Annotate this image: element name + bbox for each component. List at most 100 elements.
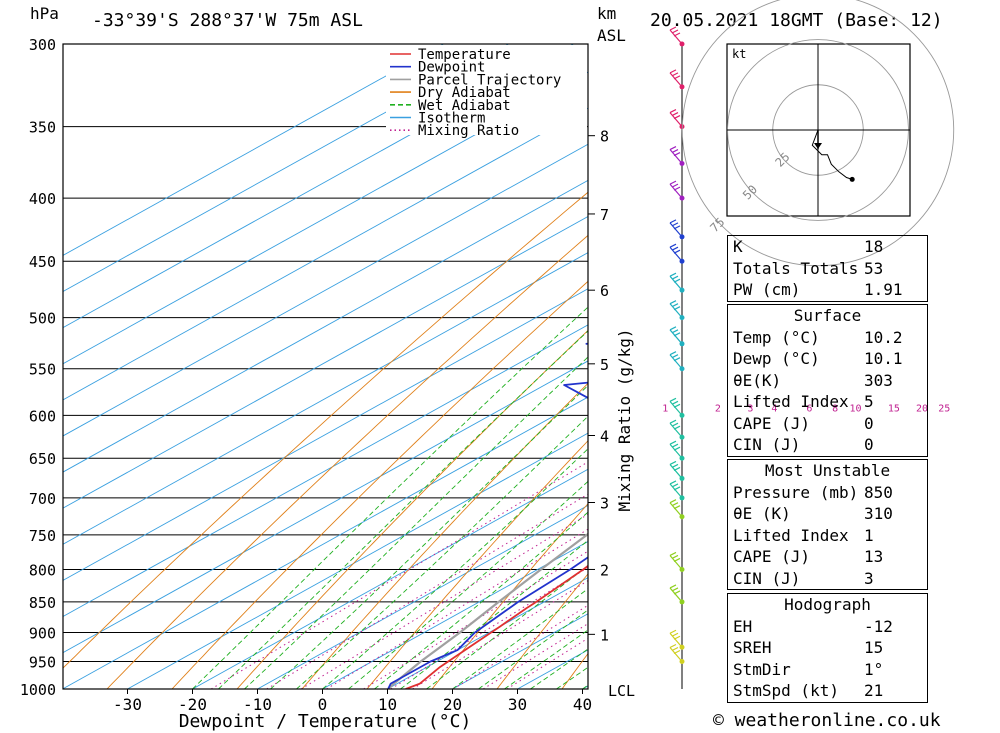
wet-adiabat-line [218,330,588,689]
most-unstable-label: Lifted Index [733,525,849,545]
wet-adiabat-line [192,306,588,689]
pressure-tick-label: 900 [29,625,56,643]
pressure-tick-label: 750 [29,527,56,545]
isotherm-line [63,71,588,365]
legend-entry: Isotherm [418,111,485,127]
x-tick-label: 20 [443,695,462,714]
hodograph-param-row: SREH 15 [728,637,927,659]
wind-barb [669,440,683,459]
most-unstable-value: 13 [864,547,884,566]
isotherm-line [63,44,509,293]
wind-barb [669,551,683,570]
wet-adiabat-line [400,539,588,689]
km-tick-label: 3 [600,494,609,512]
legend-entry: Parcel Trajectory [418,72,561,88]
parcel-trajectory-curve [387,532,588,689]
surface-label: θE(K) [733,370,782,390]
precipitable-water-value: 1.91 [864,280,903,299]
wind-barb [669,219,683,238]
km-tick-label: 5 [600,356,609,374]
isotherm-line [63,44,574,329]
dry-adiabat-line [952,44,1000,689]
hodograph-param-row: EH -12 [728,616,927,638]
most-unstable-label: θE (K) [733,504,791,523]
km-tick-label: 2 [600,561,609,579]
asl-axis-unit: ASL [597,26,626,45]
mixing-ratio-line [266,493,588,689]
wet-adiabat-line [374,511,588,689]
wind-barb [669,584,683,603]
km-axis-unit: km [597,4,617,23]
km-tick-label: 1 [600,626,609,644]
wind-barb [669,109,683,127]
wind-barb [669,460,683,479]
hodograph-title: Hodograph [784,595,871,614]
surface-value: 5 [864,392,874,411]
surface-label: Lifted Index [733,392,849,411]
temperature-curve [405,564,588,689]
mixing-ratio-line [453,604,588,689]
surface-value: 0 [864,413,874,433]
mixing-ratio-label: 3 [747,403,753,414]
hodograph-param-row: StmDir 1° [728,659,927,681]
wind-barb [669,300,683,319]
x-tick-label: -20 [178,695,207,714]
wind-barb [669,397,683,416]
legend-entry: Mixing Ratio [418,123,519,139]
surface-row: θE(K) 303 [728,370,927,392]
mixing-ratio-line [326,528,588,689]
x-tick-label: -10 [243,695,272,714]
surface-value: 10.1 [864,349,903,368]
surface-row: CAPE (J) 0 [728,413,927,435]
pressure-tick-label: 1000 [20,681,56,699]
mixing-ratio-label: 4 [771,403,777,414]
mixing-ratio-axis-label: Mixing Ratio (g/kg) [615,328,634,511]
pressure-tick-label: 500 [29,310,56,328]
surface-label: CAPE (J) [733,413,811,433]
wind-barb [669,629,683,648]
wind-barb [669,272,683,291]
surface-table: Surface Temp (°C) 10.2 Dewp (°C) 10.1 θE(K) 3… [727,304,928,457]
isotherm-line [63,360,588,654]
hodograph-param-label: SREH [733,638,772,657]
dry-adiabat-line [236,329,588,689]
isotherm-line [63,44,444,256]
pressure-tick-label: 450 [29,253,56,271]
surface-row: CIN (J) 0 [728,434,927,456]
dry-adiabat-line [496,573,588,689]
hodograph-table: Hodograph EH -12 SREH 15 StmDir 1° StmSpd (kt)… [727,593,928,703]
x-tick-label: 0 [318,695,328,714]
mixing-ratio-line [506,637,588,689]
x-tick-label: -30 [113,695,142,714]
surface-row: Lifted Index 5 [728,391,927,413]
mixing-ratio-line [482,623,588,689]
k-index-label: K [733,237,743,256]
wind-barb [669,499,683,518]
wind-barb [669,69,683,88]
dry-adiabat-line [106,234,588,689]
wind-profile [669,26,685,689]
mixing-ratio-line [210,461,588,689]
dry-adiabat-line [301,382,588,689]
most-unstable-value: 1 [864,525,874,545]
mixing-ratio-label: 10 [850,403,862,414]
hodograph-param-row: StmSpd (kt) 21 [728,680,927,702]
surface-value: 303 [864,370,893,390]
surface-label: Temp (°C) [733,327,820,347]
surface-label: Dewp (°C) [733,349,820,368]
dry-adiabat-line [63,191,588,669]
surface-row: Temp (°C) 10.2 [728,327,927,349]
isotherm-line [322,540,588,689]
x-tick-label: 40 [573,695,592,714]
isotherm-line [387,577,588,689]
wind-barb [669,419,683,438]
surface-value: 0 [864,435,874,454]
totals-totals-value: 53 [864,258,884,278]
legend-entry: Temperature [418,47,511,63]
pressure-tick-label: 800 [29,561,56,579]
pressure-tick-label: 850 [29,594,56,612]
pressure-tick-label: 700 [29,490,56,508]
x-axis-label: Dewpoint / Temperature (°C) [179,711,472,732]
wet-adiabat-line [478,609,588,689]
